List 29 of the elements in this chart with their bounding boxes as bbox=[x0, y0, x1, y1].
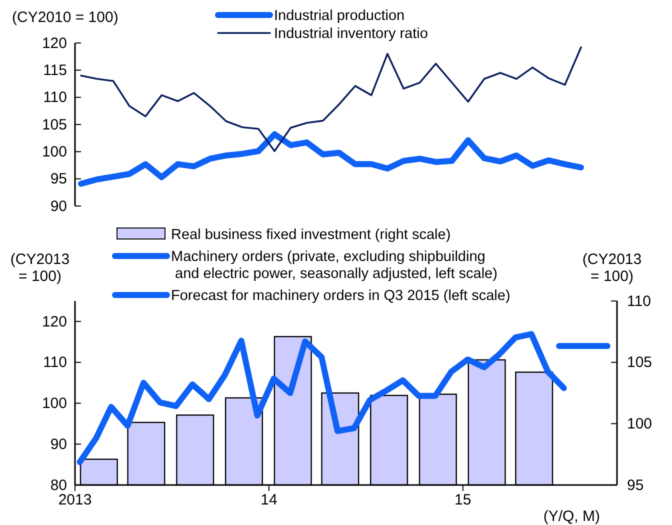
legend-label: Real business fixed investment (right scale) bbox=[171, 227, 451, 243]
y-tick-label: 120 bbox=[42, 313, 67, 330]
legend-label: Forecast for machinery orders in Q3 2015 (left scale) bbox=[171, 288, 510, 304]
y-axis-title: (CY2013 = 100) bbox=[10, 251, 70, 285]
y2-tick-label: 100 bbox=[627, 415, 652, 432]
y-tick-label: 115 bbox=[43, 62, 67, 79]
y2-axis-title: (CY2013 = 100) bbox=[582, 251, 642, 285]
y-tick-label: 90 bbox=[50, 436, 67, 453]
y-tick-label: 105 bbox=[42, 116, 67, 134]
y-tick-label: 95 bbox=[50, 170, 67, 188]
y2-tick-label: 95 bbox=[627, 476, 644, 494]
legend-label: Machinery orders (private, excluding shipbuilding and electric power, seasonally adjusted, left scale) bbox=[171, 249, 498, 282]
y2-tick-label: 110 bbox=[627, 292, 651, 310]
y-tick-label: 120 bbox=[42, 34, 67, 52]
line-series bbox=[80, 46, 582, 152]
y-tick-label: 80 bbox=[50, 476, 67, 494]
y-tick-label: 110 bbox=[43, 89, 67, 106]
legend-label: Industrial production bbox=[274, 8, 405, 24]
x-tick-label: 2013 bbox=[58, 492, 92, 509]
x-tick-label: 15 bbox=[454, 492, 472, 509]
y-axis-title: (CY2010 = 100) bbox=[12, 9, 118, 26]
legend-label: Industrial inventory ratio bbox=[274, 26, 428, 42]
y-tick-label: 100 bbox=[42, 143, 67, 160]
y-tick-label: 90 bbox=[50, 198, 67, 215]
x-axis-title: (Y/Q, M) bbox=[543, 508, 600, 525]
y-tick-label: 110 bbox=[43, 354, 67, 372]
y-tick-label: 100 bbox=[42, 395, 67, 412]
x-tick-label: 14 bbox=[260, 492, 278, 509]
y2-tick-label: 105 bbox=[627, 354, 652, 372]
